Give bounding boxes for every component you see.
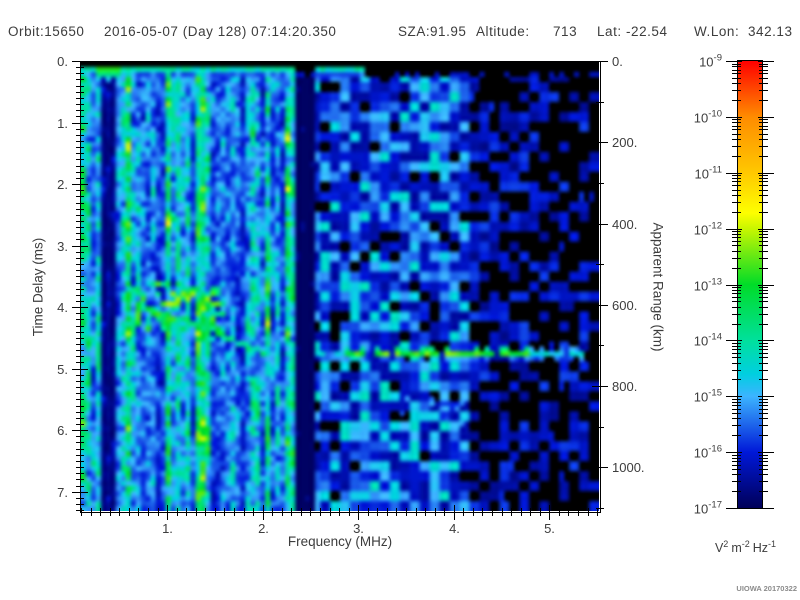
plot-frame (80, 61, 601, 513)
x-axis-title: Frequency (MHz) (287, 534, 393, 549)
x-axis-tick-label: 1. (162, 521, 173, 536)
colorbar-frame (737, 60, 763, 509)
ionogram-spectrogram (81, 62, 599, 511)
colorbar (738, 61, 762, 508)
range-axis-tick-label: 200. (612, 135, 637, 150)
y-axis-tick-label: 2. (57, 177, 68, 192)
colorbar-tick-label: 10-15 (694, 388, 722, 405)
y-axis-tick-label: 5. (57, 362, 68, 377)
orbit-label: Orbit:15650 (8, 24, 85, 39)
y-axis-tick-label: 0. (57, 54, 68, 69)
wlon-label: W.Lon: (694, 24, 740, 39)
x-axis-tick-label: 2. (258, 521, 269, 536)
colorbar-units-part: Hz-1 (752, 539, 777, 556)
colorbar-tick-label: 10-10 (694, 109, 722, 126)
right-axis-title: Apparent Range (km) (650, 222, 666, 352)
lat-value: -22.54 (626, 24, 668, 39)
datetime-label: 2016-05-07 (Day 128) 07:14:20.350 (104, 24, 337, 39)
range-axis-tick-label: 1000. (612, 460, 645, 475)
sza-label: SZA: (398, 24, 431, 39)
range-axis-tick-label: 400. (612, 217, 637, 232)
watermark: UIOWA 20170322 (736, 584, 797, 593)
lat-label: Lat: (597, 24, 622, 39)
colorbar-units: V2 m-2 Hz-1 (686, 539, 800, 555)
colorbar-tick-label: 10-9 (699, 53, 722, 70)
x-axis-tick-label: 3. (353, 521, 364, 536)
range-axis-tick-label: 600. (612, 298, 637, 313)
colorbar-tick-label: 10-16 (694, 444, 722, 461)
y-axis-tick-label: 1. (57, 116, 68, 131)
colorbar-tick-label: 10-17 (694, 500, 722, 517)
range-axis-tick-label: 800. (612, 379, 637, 394)
y-axis-tick-label: 7. (57, 485, 68, 500)
altitude-label: Altitude: (476, 24, 530, 39)
wlon-value: 342.13 (748, 24, 793, 39)
colorbar-tick-label: 10-12 (694, 221, 722, 238)
colorbar-units-part: V2 (714, 539, 729, 556)
colorbar-tick-label: 10-11 (695, 165, 723, 182)
colorbar-units-part: m-2 (731, 539, 750, 556)
y-axis-tick-label: 3. (57, 239, 68, 254)
x-axis-tick-label: 4. (449, 521, 460, 536)
left-axis-title: Time Delay (ms) (30, 237, 46, 337)
x-axis-tick-label: 5. (544, 521, 555, 536)
y-axis-tick-label: 6. (57, 423, 68, 438)
colorbar-tick-label: 10-13 (694, 277, 722, 294)
y-axis-tick-label: 4. (57, 300, 68, 315)
range-axis-tick-label: 0. (612, 54, 623, 69)
altitude-value: 713 (553, 24, 578, 39)
colorbar-tick-label: 10-14 (694, 332, 722, 349)
sza-value: 91.95 (430, 24, 467, 39)
